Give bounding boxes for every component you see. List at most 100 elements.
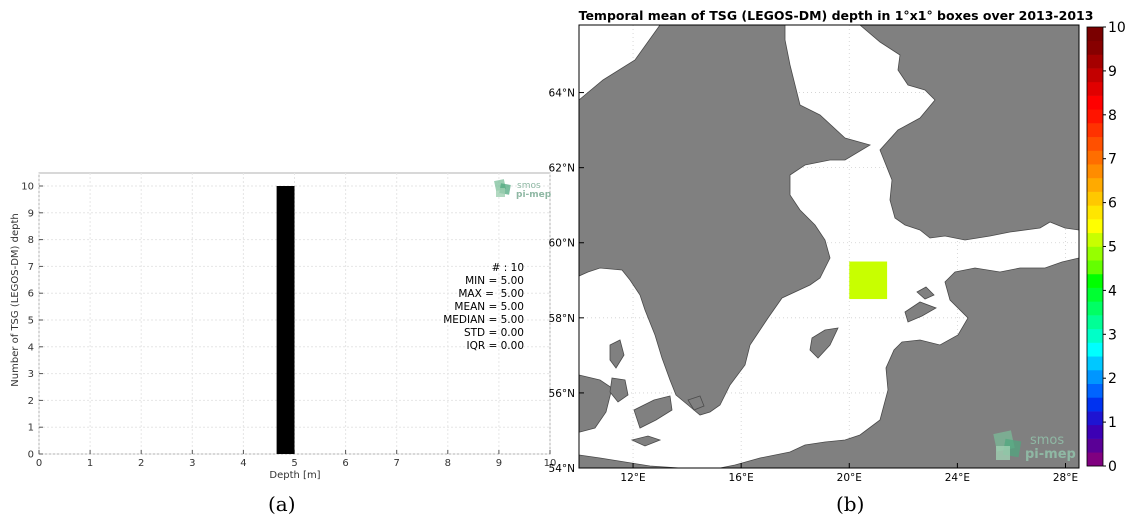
histogram-y-tick-label: 2 xyxy=(28,396,34,407)
map-y-tick-label: 54°N xyxy=(549,463,575,475)
histogram-x-tick-label: 1 xyxy=(87,458,93,469)
land-bornholm xyxy=(687,395,705,411)
colorbar-tick-label: 1 xyxy=(1108,415,1117,431)
histogram-x-tick-label: 4 xyxy=(240,458,246,469)
land-gotland xyxy=(809,327,839,359)
histogram-x-tick-label: 2 xyxy=(138,458,144,469)
histogram-x-tick-label: 10 xyxy=(544,458,557,469)
colorbar-segment xyxy=(1087,424,1103,439)
colorbar-tick-label: 8 xyxy=(1108,108,1117,124)
histogram-y-tick-label: 1 xyxy=(28,423,34,434)
histogram-bars xyxy=(276,186,295,454)
map-data-cells xyxy=(849,261,888,300)
map-x-tick-label: 20°E xyxy=(837,472,862,484)
histogram-x-tick-label: 3 xyxy=(189,458,195,469)
histogram-stat-line: STD = 0.00 xyxy=(464,327,524,339)
colorbar-segment xyxy=(1087,438,1103,453)
land-zealand xyxy=(609,377,629,403)
histogram-stat-line: # : 10 xyxy=(492,262,524,274)
histogram-x-ticks: 0 1 2 3 4 5 6 7 8 9 10 xyxy=(36,450,557,469)
colorbar-segment xyxy=(1087,397,1103,412)
logo-text-pimep: pi-mep xyxy=(1025,447,1076,462)
histogram-stat-line: MIN = 5.00 xyxy=(465,275,524,287)
histogram-y-tick-label: 7 xyxy=(28,262,34,273)
land-baltic-states xyxy=(719,257,1079,468)
map-x-tick-label: 28°E xyxy=(1053,472,1078,484)
map-y-tick-label: 60°N xyxy=(549,238,575,250)
colorbar-segment xyxy=(1087,150,1103,165)
histogram-y-tick-label: 5 xyxy=(28,316,34,327)
colorbar-segment xyxy=(1087,452,1103,467)
histogram-y-ticks: 0 1 2 3 4 5 6 7 8 9 10 xyxy=(21,182,43,461)
land-hiiumaa xyxy=(916,286,935,300)
map-title: Temporal mean of TSG (LEGOS-DM) depth in… xyxy=(579,8,1094,23)
colorbar-tick-label: 9 xyxy=(1108,64,1117,80)
histogram-bar xyxy=(276,186,295,454)
map-x-tick-label: 24°E xyxy=(945,472,970,484)
histogram-y-tick-label: 6 xyxy=(28,289,34,300)
colorbar-segment xyxy=(1087,219,1103,234)
histogram-x-axis-label: Depth [m] xyxy=(269,470,320,481)
colorbar-segment xyxy=(1087,205,1103,220)
colorbar-tick-label: 10 xyxy=(1108,20,1126,36)
histogram-y-axis-label: Number of TSG (LEGOS-DM) depth xyxy=(10,213,21,386)
land-germany-poland xyxy=(579,454,681,468)
smos-logo-icon xyxy=(993,430,1022,460)
colorbar-segment xyxy=(1087,95,1103,110)
histogram-stat-line: MEAN = 5.00 xyxy=(454,301,524,313)
colorbar-segment xyxy=(1087,273,1103,288)
colorbar-segment xyxy=(1087,27,1103,42)
colorbar-segment xyxy=(1087,356,1103,371)
histogram-x-tick-label: 7 xyxy=(394,458,400,469)
colorbar: 0 1 2 3 4 5 6 7 8 9 10 xyxy=(1086,20,1126,475)
histogram-stat-line: IQR = 0.00 xyxy=(466,340,524,352)
histogram-x-tick-label: 6 xyxy=(342,458,348,469)
smos-logo-icon xyxy=(494,179,511,197)
land-small-island-2 xyxy=(630,435,662,447)
colorbar-segment xyxy=(1087,301,1103,316)
colorbar-segment xyxy=(1087,109,1103,124)
map-data-cell xyxy=(849,261,888,300)
land-finland xyxy=(859,25,1079,241)
map-x-ticks: 12°E 16°E 20°E 24°E 28°E xyxy=(620,463,1078,484)
colorbar-segment xyxy=(1087,287,1103,302)
colorbar-segment xyxy=(1087,191,1103,206)
colorbar-segment xyxy=(1087,54,1103,69)
map-y-ticks: 54°N 56°N 58°N 60°N 62°N 64°N xyxy=(549,88,584,475)
colorbar-tick-label: 0 xyxy=(1108,459,1117,475)
colorbar-tick-label: 3 xyxy=(1108,327,1117,343)
histogram-y-tick-label: 9 xyxy=(28,208,34,219)
map-frame xyxy=(578,24,1080,469)
histogram-stat-line: MEDIAN = 5.00 xyxy=(443,314,524,326)
land-oland xyxy=(609,339,625,369)
colorbar-segment xyxy=(1087,232,1103,247)
map-y-tick-label: 64°N xyxy=(549,88,575,100)
smos-pimep-logo: smos pi-mep xyxy=(494,179,552,200)
colorbar-tick-label: 4 xyxy=(1108,283,1117,299)
colorbar-segment xyxy=(1087,136,1103,151)
histogram-grid xyxy=(38,173,551,455)
colorbar-tick-label: 6 xyxy=(1108,196,1117,212)
histogram-x-tick-label: 5 xyxy=(291,458,297,469)
map-panel: Temporal mean of TSG (LEGOS-DM) depth in… xyxy=(549,8,1126,484)
logo-text-pimep: pi-mep xyxy=(516,190,552,200)
land-sweden xyxy=(579,25,872,416)
smos-pimep-logo-map: smos pi-mep xyxy=(993,430,1076,462)
colorbar-tick-label: 5 xyxy=(1108,240,1117,256)
colorbar-tick-label: 2 xyxy=(1108,371,1117,387)
land-saaremaa xyxy=(904,301,937,323)
colorbar-segment xyxy=(1087,342,1103,357)
logo-text-smos: smos xyxy=(517,181,541,191)
colorbar-segment xyxy=(1087,123,1103,138)
colorbar-segment xyxy=(1087,328,1103,343)
colorbar-segment xyxy=(1087,383,1103,398)
colorbar-segment xyxy=(1087,260,1103,275)
map-y-tick-label: 56°N xyxy=(549,388,575,400)
histogram-y-tick-label: 0 xyxy=(28,450,34,461)
histogram-y-tick-label: 4 xyxy=(28,342,34,353)
histogram-x-tick-label: 0 xyxy=(36,458,42,469)
land-small-island-1 xyxy=(633,395,673,429)
histogram-stat-line: MAX = 5.00 xyxy=(458,288,524,300)
colorbar-segment xyxy=(1087,68,1103,83)
